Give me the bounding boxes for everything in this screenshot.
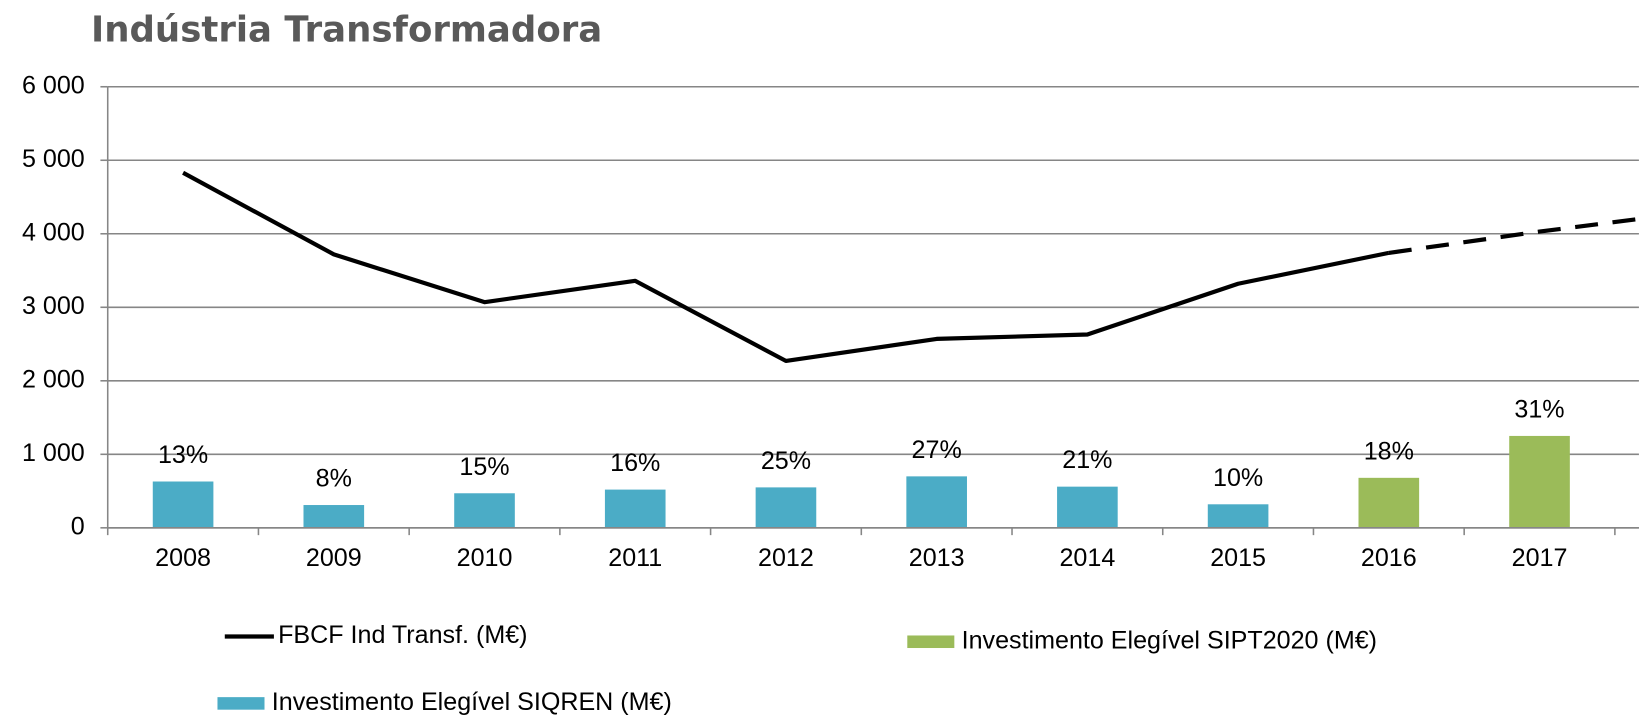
line (182, 170, 1390, 364)
x-tick-label: 2009 (306, 544, 362, 572)
y-tick-label: 1 000 (22, 439, 85, 467)
y-tick-label: 5 000 (22, 145, 85, 173)
data-label: 31% (1514, 395, 1564, 423)
legend-label: FBCF Ind Transf. (M€) (278, 621, 527, 649)
line-projection (1388, 216, 1639, 255)
y-tick-label: 0 (71, 512, 85, 540)
bar (906, 476, 967, 528)
data-label: 16% (610, 449, 660, 477)
x-tick-label: 2011 (608, 544, 662, 572)
data-label: 27% (912, 436, 962, 464)
data-label: 13% (158, 441, 208, 469)
legend-label: Investimento Elegível SIQREN (M€) (272, 688, 672, 716)
data-label: 15% (459, 453, 509, 481)
y-tick-label: 4 000 (22, 218, 85, 246)
x-tick-label: 2008 (155, 544, 211, 572)
bar (604, 489, 666, 528)
bar (755, 487, 817, 528)
x-tick-label: 2016 (1361, 544, 1417, 572)
bar (454, 493, 515, 528)
data-label: 10% (1213, 464, 1263, 492)
bar (1358, 477, 1420, 528)
bar (1057, 486, 1118, 528)
bar (303, 505, 365, 528)
x-tick-label: 2013 (909, 544, 965, 572)
data-label: 18% (1364, 437, 1414, 465)
data-label: 8% (316, 465, 352, 493)
legend-label: Investimento Elegível SIPT2020 (M€) (962, 626, 1377, 654)
x-tick-label: 2010 (457, 544, 513, 572)
bar (1509, 435, 1570, 528)
legend-swatch (217, 697, 265, 710)
legend-swatch (907, 635, 955, 649)
x-tick-label: 2017 (1512, 544, 1568, 572)
bar (1207, 504, 1269, 528)
x-tick-label: 2015 (1210, 544, 1266, 572)
x-tick-label: 2014 (1059, 544, 1115, 572)
y-tick-label: 2 000 (22, 365, 85, 393)
y-tick-label: 6 000 (22, 71, 85, 99)
data-label: 21% (1062, 446, 1112, 474)
x-tick-label: 2012 (758, 544, 814, 572)
bar (152, 481, 214, 528)
data-label: 25% (761, 447, 811, 475)
y-tick-label: 3 000 (22, 292, 85, 320)
chart-title: Indústria Transformadora (91, 9, 602, 50)
